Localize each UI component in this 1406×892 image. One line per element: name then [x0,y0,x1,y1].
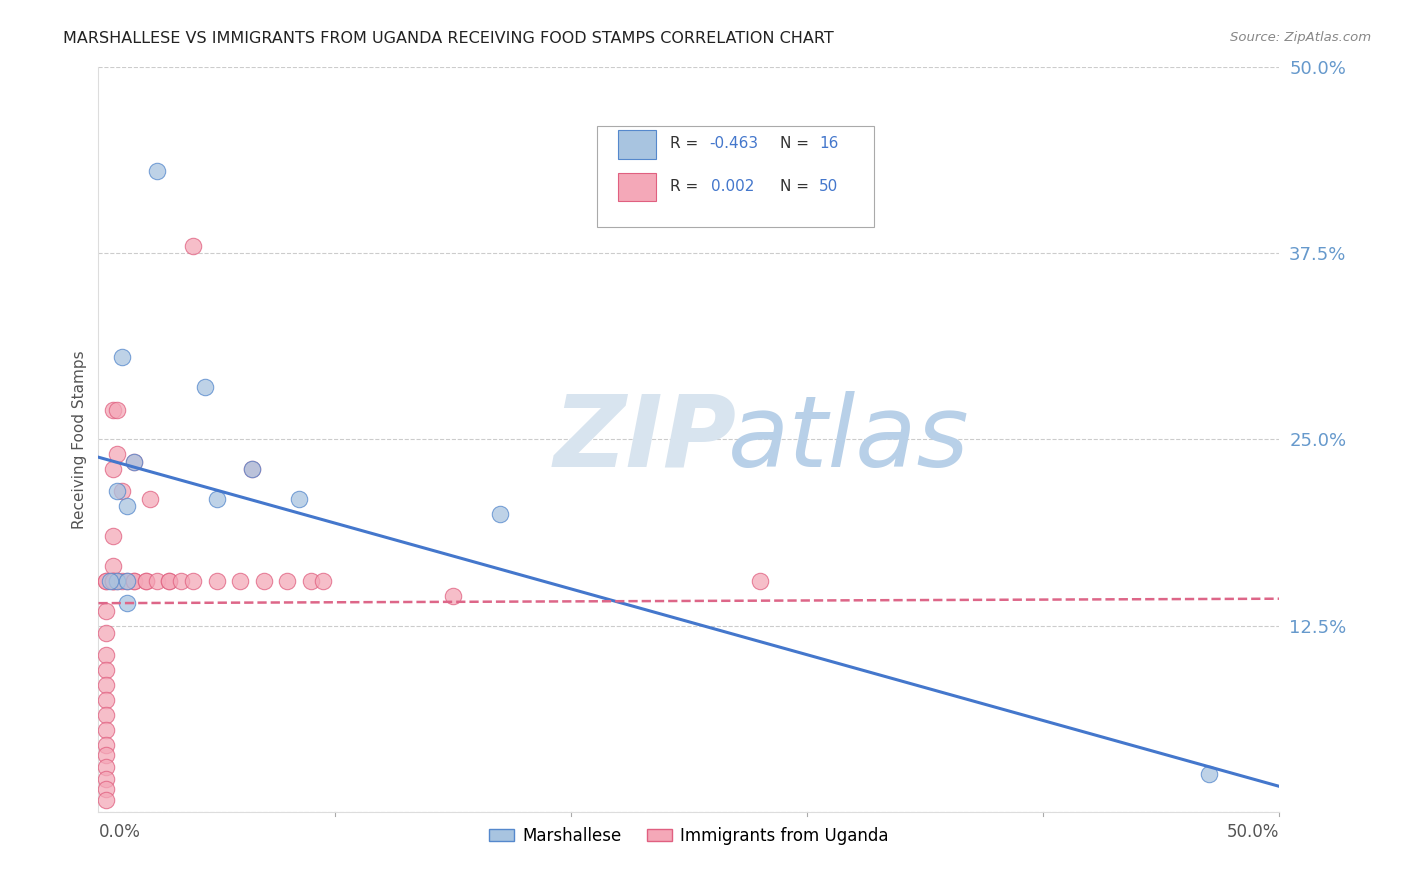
Point [170,574,193,588]
Text: 0.002: 0.002 [711,178,755,194]
Point [94,782,117,797]
Text: R =: R = [671,178,709,194]
Point [205,491,228,506]
Text: 50: 50 [818,178,838,194]
Text: 0.0%: 0.0% [98,823,141,841]
Point [1198,767,1220,781]
Point [115,500,138,514]
Point [240,462,263,476]
Text: -0.463: -0.463 [709,136,758,151]
Point [94,748,117,763]
Legend: Marshallese, Immigrants from Uganda: Marshallese, Immigrants from Uganda [482,821,896,852]
Point [94,604,117,618]
Point [205,574,228,588]
Point [111,574,134,588]
Point [253,574,276,588]
Point [157,574,180,588]
Point [115,574,138,588]
Point [489,507,512,521]
Point [94,738,117,752]
FancyBboxPatch shape [619,130,655,159]
Point [94,678,117,692]
Point [240,462,263,476]
Point [94,663,117,677]
Text: 50.0%: 50.0% [1227,823,1279,841]
Point [194,380,217,394]
Point [181,574,204,588]
Point [115,596,138,610]
Point [181,238,204,252]
Point [101,574,124,588]
Point [122,574,145,588]
Point [135,574,157,588]
Text: MARSHALLESE VS IMMIGRANTS FROM UGANDA RECEIVING FOOD STAMPS CORRELATION CHART: MARSHALLESE VS IMMIGRANTS FROM UGANDA RE… [63,31,834,46]
Text: ZIP: ZIP [553,391,737,488]
Point [94,723,117,737]
Point [115,574,138,588]
Point [105,574,128,588]
Point [94,648,117,663]
Point [146,574,169,588]
Text: 16: 16 [818,136,838,151]
Text: Source: ZipAtlas.com: Source: ZipAtlas.com [1230,31,1371,45]
Point [122,455,145,469]
Point [94,793,117,807]
Point [288,491,311,506]
Text: N =: N = [780,136,814,151]
Point [748,574,770,588]
Point [101,574,124,588]
Point [299,574,322,588]
FancyBboxPatch shape [596,127,875,227]
Point [98,574,121,588]
Point [101,462,124,476]
Point [135,574,157,588]
Point [105,402,128,417]
Y-axis label: Receiving Food Stamps: Receiving Food Stamps [72,350,87,529]
Point [94,574,117,588]
Point [101,558,124,573]
Point [94,772,117,786]
Point [111,351,134,365]
Point [146,164,169,178]
Point [105,574,128,588]
Point [105,447,128,461]
Point [229,574,252,588]
Point [94,707,117,722]
Point [94,626,117,640]
Point [139,491,162,506]
Point [276,574,298,588]
Point [122,455,145,469]
Point [122,574,145,588]
Point [101,402,124,417]
Text: R =: R = [671,136,703,151]
Point [312,574,335,588]
Point [101,529,124,543]
FancyBboxPatch shape [619,173,655,201]
Point [94,574,117,588]
Point [105,484,128,499]
Text: atlas: atlas [728,391,970,488]
Point [111,484,134,499]
Point [441,589,464,603]
Point [101,574,124,588]
Point [94,693,117,707]
Text: N =: N = [780,178,814,194]
Point [157,574,180,588]
Point [94,760,117,774]
